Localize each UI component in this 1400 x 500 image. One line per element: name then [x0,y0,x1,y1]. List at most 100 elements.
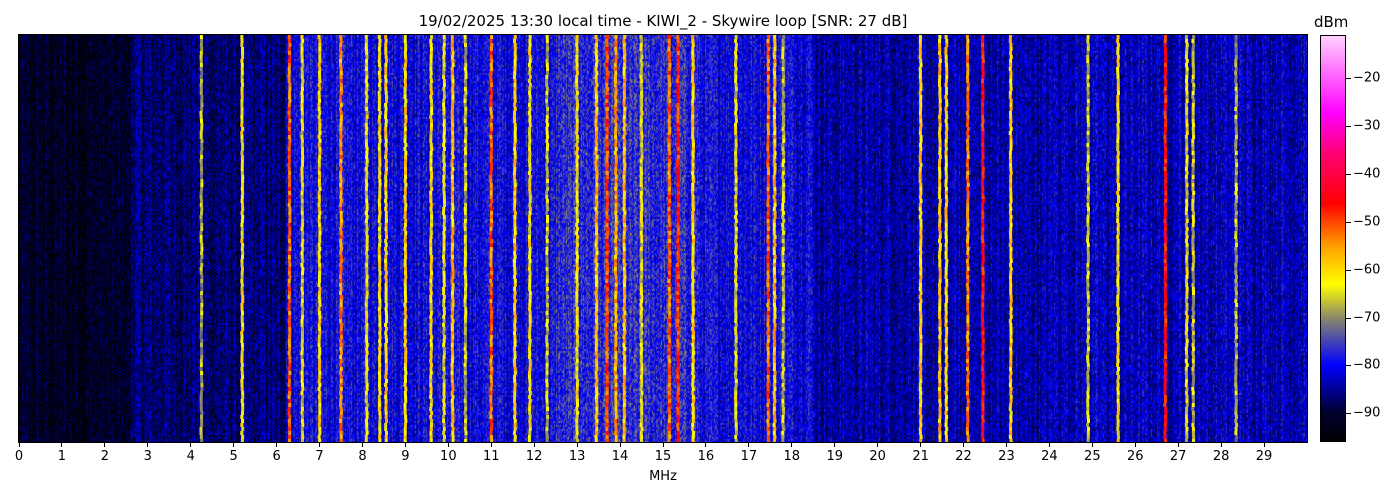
x-tick-label: 1 [57,449,67,464]
x-tick [147,442,149,447]
signal-column [918,35,923,442]
x-tick [1220,442,1222,447]
signal-column [613,35,618,442]
spectrogram-heatmap [19,35,1307,442]
x-tick-label: 16 [697,449,715,464]
signal-column [1163,35,1168,442]
colorbar-tick [1346,413,1351,415]
signal-column [594,35,599,442]
signal-column [240,35,245,442]
x-tick [791,442,793,447]
colorbar-tick-label: −20 [1353,70,1381,86]
x-tick [1048,442,1050,447]
x-tick-label: 4 [186,449,195,464]
signal-column [772,35,777,442]
x-tick [1134,442,1136,447]
x-tick [61,442,63,447]
signal-column [403,35,408,442]
colorbar-tick [1346,173,1351,175]
colorbar [1320,35,1346,442]
x-tick-label: 24 [1041,449,1058,464]
signal-column [377,35,382,442]
signal-column [1234,35,1239,442]
signal-column [766,35,771,442]
signal-column [527,35,532,442]
x-tick [1263,442,1265,447]
x-tick-label: 26 [1126,449,1144,464]
colorbar-tick [1346,269,1351,271]
signal-column [364,35,369,442]
chart-title: 19/02/2025 13:30 local time - KIWI_2 - S… [418,12,908,30]
x-tick [920,442,922,447]
x-tick-label: 21 [912,449,929,464]
signal-column [691,35,696,442]
x-tick-label: 18 [783,449,801,464]
colorbar-tick-label: −40 [1353,166,1381,182]
x-tick-label: 12 [525,449,543,464]
x-tick-label: 2 [100,449,109,464]
x-tick [361,442,363,447]
x-tick [834,442,836,447]
x-tick [490,442,492,447]
x-tick-label: 28 [1212,449,1230,464]
x-tick-label: 15 [654,449,672,464]
colorbar-label: dBm [1314,13,1349,31]
signal-column [575,35,580,442]
signal-column [781,35,786,442]
colorbar-tick-label: −70 [1353,310,1381,325]
x-tick [233,442,235,447]
signal-column [1184,35,1189,442]
signal-column [463,35,468,442]
signal-column [667,35,672,442]
x-tick [963,442,965,447]
colorbar-tick [1346,317,1351,319]
x-tick [1091,442,1093,447]
x-tick-label: 0 [14,449,24,464]
signal-column [512,35,517,442]
x-tick-label: 11 [482,449,500,464]
x-tick [319,442,321,447]
x-tick [1005,442,1007,447]
colorbar-tick-label: −90 [1353,405,1381,421]
x-tick-label: 3 [143,449,152,464]
signal-column [1116,35,1121,442]
signal-column [489,35,494,442]
x-tick-label: 19 [826,449,843,464]
x-tick [705,442,707,447]
x-tick [104,442,106,447]
spectrogram-plot [19,35,1307,442]
x-tick-label: 25 [1084,449,1101,464]
signal-layer [199,35,1239,442]
x-tick-label: 5 [229,449,238,464]
signal-column [450,35,455,442]
signal-column [199,35,204,442]
x-tick [18,442,20,447]
signal-column [676,35,681,442]
signal-column [1008,35,1013,442]
signal-column [605,35,610,442]
x-tick [276,442,278,447]
x-tick-label: 14 [611,449,629,464]
signal-column [339,35,343,442]
signal-column [287,35,292,442]
x-tick-label: 23 [998,449,1015,464]
colorbar-tick [1346,365,1351,367]
signal-column [733,35,738,442]
colorbar-tick-label: −80 [1353,357,1381,373]
x-tick-label: 10 [440,449,457,464]
signal-column [944,35,949,442]
signal-column [300,35,305,442]
x-tick [877,442,879,447]
x-tick [190,442,192,447]
x-tick [404,442,406,447]
signal-column [1086,35,1091,442]
x-tick [748,442,750,447]
x-tick [662,442,664,447]
x-tick-label: 6 [272,449,281,464]
colorbar-tick-label: −50 [1353,214,1381,230]
signal-column [622,35,627,442]
x-tick-label: 27 [1169,449,1187,464]
x-tick-label: 17 [740,449,758,464]
x-tick [619,442,621,447]
signal-column [545,35,550,442]
